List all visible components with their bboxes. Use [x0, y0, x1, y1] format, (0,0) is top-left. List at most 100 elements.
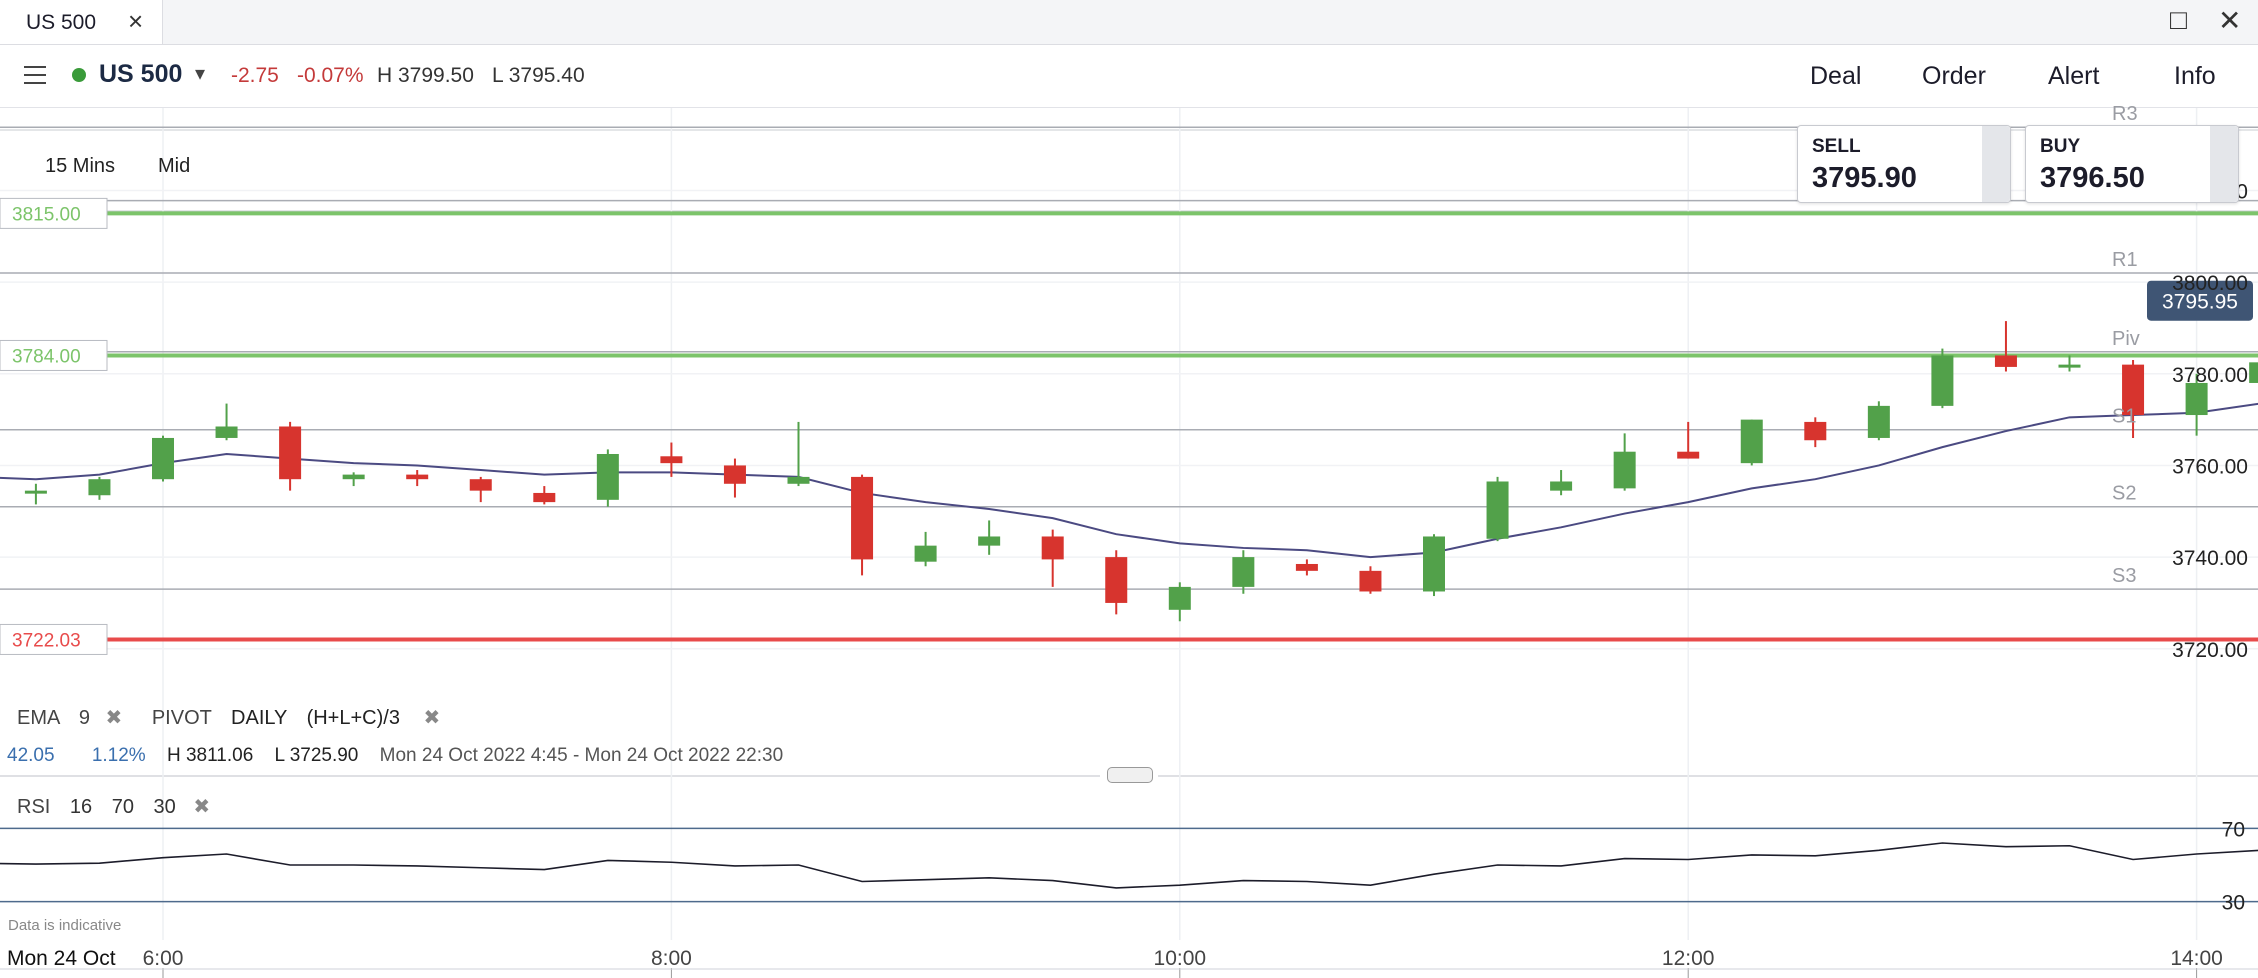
buy-label: BUY: [2040, 136, 2081, 157]
rsi-legend: RSI 16 70 30 ✖: [17, 794, 210, 819]
candle-body[interactable]: [596, 453, 619, 500]
maximize-icon[interactable]: □: [2170, 4, 2187, 35]
candle-body[interactable]: [2249, 362, 2258, 383]
info-link[interactable]: Info: [2174, 62, 2216, 90]
pane-resize-handle[interactable]: [1107, 767, 1153, 783]
tab-us500[interactable]: US 500 ×: [0, 0, 163, 44]
deal-link[interactable]: Deal: [1810, 62, 1862, 90]
x-tick-label: 14:00: [2170, 947, 2223, 970]
candle-body[interactable]: [406, 474, 429, 480]
y-tick-label: 3720.00: [2172, 639, 2248, 662]
candle-body[interactable]: [533, 492, 556, 503]
change-points: -2.75: [231, 64, 279, 87]
data-indicative-note: Data is indicative: [8, 917, 122, 934]
y-tick-label: 3740.00: [2172, 547, 2248, 570]
candle-body[interactable]: [1740, 419, 1763, 464]
range-dates: Mon 24 Oct 2022 4:45 - Mon 24 Oct 2022 2…: [379, 745, 784, 766]
price-type-selector[interactable]: Mid: [158, 155, 191, 177]
candle-body[interactable]: [215, 426, 238, 438]
range-high: H 3811.06: [166, 745, 254, 766]
interval-selector[interactable]: 15 Mins: [45, 155, 116, 177]
market-name[interactable]: US 500: [99, 60, 183, 88]
pivot-label: R1: [2112, 249, 2138, 271]
candle-body[interactable]: [2122, 364, 2145, 416]
candle-body[interactable]: [1105, 557, 1128, 603]
candle-body[interactable]: [978, 536, 1001, 546]
candle-body[interactable]: [1295, 563, 1318, 571]
remove-rsi-icon[interactable]: ✖: [193, 796, 211, 818]
remove-pivot-icon[interactable]: ✖: [423, 707, 441, 729]
session-low: L 3795.40: [492, 64, 585, 87]
candle-body[interactable]: [88, 479, 111, 496]
pivot-label: S1: [2112, 406, 2136, 428]
remove-ema-icon[interactable]: ✖: [105, 707, 123, 729]
price-level-value: 3815.00: [12, 204, 81, 225]
chevron-down-icon[interactable]: ▾: [195, 63, 206, 85]
x-tick-label: 8:00: [651, 947, 692, 970]
pivot-period[interactable]: DAILY: [231, 707, 288, 729]
indicator-legend: EMA 9 ✖ PIVOT DAILY (H+L+C)/3 ✖: [17, 705, 440, 730]
candle-body[interactable]: [342, 474, 365, 480]
candle-body[interactable]: [1041, 536, 1064, 560]
candle-body[interactable]: [152, 437, 174, 480]
change-percent: -0.07%: [297, 64, 364, 87]
range-low: L 3725.90: [274, 745, 359, 766]
buy-button[interactable]: BUY 3796.50: [2025, 125, 2239, 203]
candle-body[interactable]: [24, 490, 47, 494]
candle-body[interactable]: [1994, 355, 2017, 367]
close-window-icon[interactable]: ✕: [2218, 5, 2242, 36]
candle-body[interactable]: [1613, 451, 1636, 489]
pivot-label: PIVOT: [151, 707, 212, 729]
candle-body[interactable]: [1359, 570, 1382, 592]
y-tick-label: 3780.00: [2172, 364, 2248, 387]
x-tick-label: 6:00: [143, 947, 184, 970]
rsi-period[interactable]: 16: [69, 796, 93, 818]
candle-body[interactable]: [1423, 536, 1445, 592]
price-level-tag[interactable]: [0, 339, 108, 371]
candle-body[interactable]: [914, 545, 937, 562]
close-tab-icon[interactable]: ×: [128, 6, 144, 36]
candle-body[interactable]: [1677, 451, 1700, 459]
x-tick-label: 12:00: [1662, 947, 1715, 970]
candle-body[interactable]: [787, 476, 810, 484]
candle-body[interactable]: [1931, 355, 1954, 406]
candle-body[interactable]: [469, 479, 492, 491]
rsi-upper[interactable]: 70: [111, 796, 134, 818]
ema-line: [0, 402, 2258, 559]
candle-body[interactable]: [1804, 421, 1827, 441]
candle-body[interactable]: [279, 426, 302, 480]
sell-side-tab: [1982, 126, 2010, 202]
candle-body[interactable]: [1867, 405, 1890, 438]
order-link[interactable]: Order: [1922, 62, 1986, 90]
candle-body[interactable]: [851, 476, 874, 560]
candle-body[interactable]: [660, 456, 683, 464]
candle-body[interactable]: [1486, 481, 1509, 539]
candle-body[interactable]: [2058, 364, 2081, 368]
menu-icon[interactable]: [24, 66, 46, 84]
price-level-tag[interactable]: [0, 623, 108, 655]
market-header: US 500 ▾ -2.75 -0.07% H 3799.50 L 3795.4…: [0, 45, 2258, 108]
ema-label: EMA: [17, 707, 60, 729]
current-price-value: 3795.95: [2162, 291, 2238, 314]
current-price-tag: [2147, 280, 2253, 321]
ema-period[interactable]: 9: [78, 707, 90, 729]
x-axis-date: Mon 24 Oct: [7, 947, 116, 970]
pivot-formula[interactable]: (H+L+C)/3: [306, 707, 400, 729]
rsi-lower[interactable]: 30: [153, 796, 176, 818]
candle-body[interactable]: [2185, 382, 2208, 416]
range-change-percent: 1.12%: [91, 745, 146, 766]
candle-body[interactable]: [723, 465, 746, 484]
buy-price: 3796.50: [2040, 162, 2145, 194]
price-level-tag[interactable]: [0, 197, 108, 229]
tab-bar: US 500 × □ ✕: [0, 0, 2258, 45]
sell-button[interactable]: SELL 3795.90: [1797, 125, 2011, 203]
candle-body[interactable]: [1232, 557, 1255, 587]
candle-body[interactable]: [1550, 481, 1573, 491]
price-level-value: 3722.03: [12, 630, 81, 651]
alert-link[interactable]: Alert: [2048, 62, 2100, 90]
rsi-label: RSI: [17, 796, 51, 818]
candle-body[interactable]: [1168, 586, 1191, 610]
y-tick-label: 3760.00: [2172, 455, 2248, 478]
pivot-label: S2: [2112, 483, 2136, 505]
